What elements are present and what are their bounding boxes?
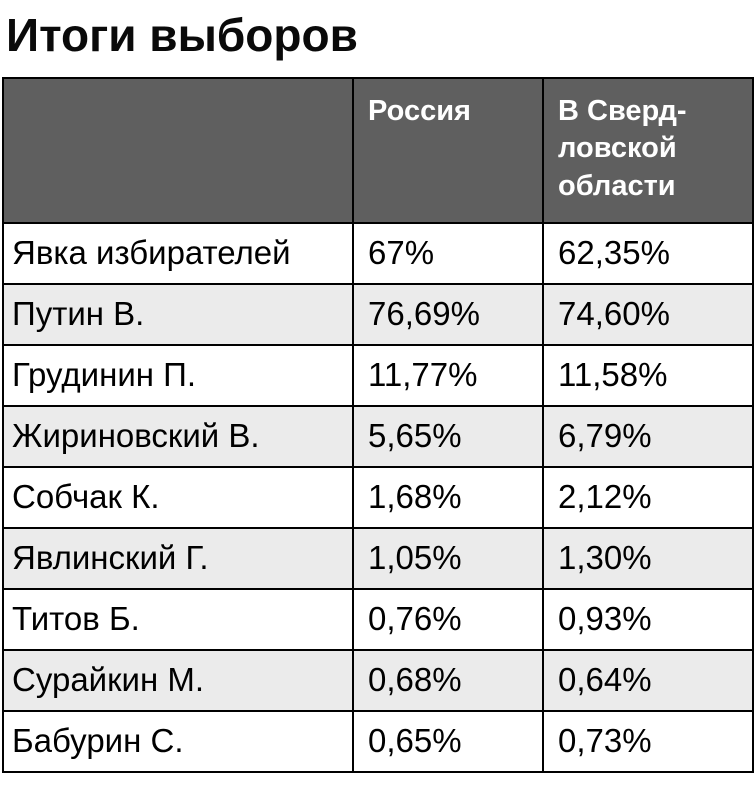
table-header-row: Россия В Сверд- ловской области <box>2 76 754 224</box>
table-row: Титов Б. 0,76% 0,93% <box>2 587 754 651</box>
table-row: Жириновский В. 5,65% 6,79% <box>2 404 754 468</box>
cell-label: Бабурин С. <box>2 709 354 773</box>
cell-russia-value: 1,05% <box>352 526 544 590</box>
cell-russia-value: 1,68% <box>352 465 544 529</box>
cell-russia-value: 0,68% <box>352 648 544 712</box>
cell-label: Путин В. <box>2 282 354 346</box>
cell-label: Сурайкин М. <box>2 648 354 712</box>
cell-russia-value: 76,69% <box>352 282 544 346</box>
cell-sverdlovsk-value: 1,30% <box>542 526 754 590</box>
cell-sverdlovsk-value: 0,93% <box>542 587 754 651</box>
table-row: Сурайкин М. 0,68% 0,64% <box>2 648 754 712</box>
cell-russia-value: 67% <box>352 221 544 285</box>
cell-label: Жириновский В. <box>2 404 354 468</box>
cell-russia-value: 11,77% <box>352 343 544 407</box>
cell-label: Явка избирателей <box>2 221 354 285</box>
header-cell-russia: Россия <box>352 76 544 224</box>
cell-label: Явлинский Г. <box>2 526 354 590</box>
table-row: Бабурин С. 0,65% 0,73% <box>2 709 754 773</box>
table-row: Грудинин П. 11,77% 11,58% <box>2 343 754 407</box>
cell-label: Собчак К. <box>2 465 354 529</box>
cell-russia-value: 5,65% <box>352 404 544 468</box>
cell-sverdlovsk-value: 74,60% <box>542 282 754 346</box>
cell-russia-value: 0,76% <box>352 587 544 651</box>
cell-sverdlovsk-value: 2,12% <box>542 465 754 529</box>
cell-sverdlovsk-value: 11,58% <box>542 343 754 407</box>
header-cell-metric <box>2 76 354 224</box>
cell-sverdlovsk-value: 6,79% <box>542 404 754 468</box>
cell-sverdlovsk-value: 62,35% <box>542 221 754 285</box>
cell-sverdlovsk-value: 0,64% <box>542 648 754 712</box>
table-row: Явка избирателей 67% 62,35% <box>2 221 754 285</box>
table-row: Собчак К. 1,68% 2,12% <box>2 465 754 529</box>
cell-label: Грудинин П. <box>2 343 354 407</box>
table-row: Путин В. 76,69% 74,60% <box>2 282 754 346</box>
table-row: Явлинский Г. 1,05% 1,30% <box>2 526 754 590</box>
cell-russia-value: 0,65% <box>352 709 544 773</box>
page-title: Итоги выборов <box>6 9 358 61</box>
cell-sverdlovsk-value: 0,73% <box>542 709 754 773</box>
cell-label: Титов Б. <box>2 587 354 651</box>
results-table: Россия В Сверд- ловской области Явка изб… <box>2 76 754 773</box>
header-cell-sverdlovsk: В Сверд- ловской области <box>542 76 754 224</box>
